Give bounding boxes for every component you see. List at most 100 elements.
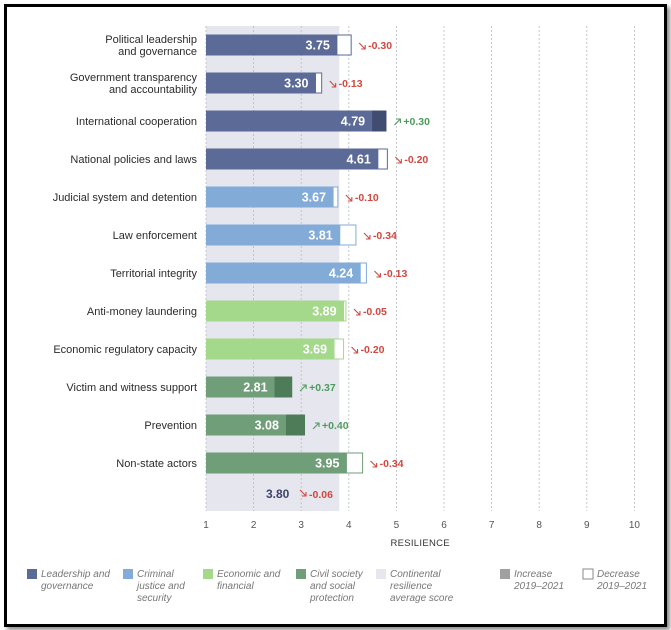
- down-arrow-icon-7: [353, 308, 361, 316]
- x-tick-3: 3: [298, 520, 304, 531]
- change-label-1: -0.13: [339, 78, 363, 90]
- x-tick-4: 4: [346, 520, 352, 531]
- category-label-11-0: Non-state actors: [116, 458, 197, 470]
- bar-8: [206, 338, 335, 360]
- category-label-6-0: Territorial integrity: [110, 268, 197, 280]
- legend-label-economic-0: Economic and: [217, 569, 281, 580]
- increase-segment-10: [285, 414, 306, 436]
- category-label-8-0: Economic regulatory capacity: [53, 344, 197, 356]
- down-arrow-icon-0: [358, 42, 366, 50]
- decrease-segment-6: [359, 262, 367, 284]
- bar-value-4: 3.67: [302, 191, 326, 205]
- legend-swatch-increase: [500, 569, 510, 579]
- category-label-7-0: Anti-money laundering: [87, 306, 197, 318]
- change-label-9: +0.37: [309, 382, 336, 394]
- bar-value-9: 2.81: [243, 381, 267, 395]
- bar-value-11: 3.95: [315, 457, 339, 471]
- category-label-5-0: Law enforcement: [113, 230, 197, 242]
- legend-label-criminal-2: security: [137, 593, 172, 604]
- legend-label-civil-0: Civil society: [310, 569, 364, 580]
- bar-value-5: 3.81: [308, 229, 332, 243]
- bar-value-0: 3.75: [306, 39, 330, 53]
- x-tick-10: 10: [629, 520, 641, 531]
- down-arrow-icon-8: [351, 346, 359, 354]
- x-tick-8: 8: [536, 520, 542, 531]
- legend-label-leadership-1: governance: [41, 581, 94, 592]
- bar-value-8: 3.69: [303, 343, 327, 357]
- legend-swatch-decrease: [582, 568, 594, 580]
- down-arrow-icon-5: [363, 232, 371, 240]
- legend-swatch-average: [376, 569, 386, 579]
- legend-swatch-leadership: [27, 569, 37, 579]
- x-axis-label: RESILIENCE: [390, 538, 450, 549]
- legend-label-increase-1: 2019–2021: [513, 581, 564, 592]
- down-arrow-icon-11: [370, 460, 378, 468]
- decrease-segment-0: [336, 34, 352, 56]
- category-label-1-0: Government transparency: [70, 72, 198, 84]
- decrease-segment-4: [332, 186, 339, 208]
- bar-value-7: 3.89: [312, 305, 336, 319]
- bar-5: [206, 224, 340, 246]
- change-label-4: -0.10: [355, 192, 379, 204]
- legend-label-average-1: resilience: [390, 581, 433, 592]
- decrease-segment-8: [333, 338, 345, 360]
- legend-swatch-economic: [203, 569, 213, 579]
- decrease-segment-5: [339, 224, 357, 246]
- legend-swatch-criminal: [123, 569, 133, 579]
- down-arrow-icon-3: [394, 156, 402, 164]
- change-label-0: -0.30: [368, 40, 392, 52]
- average-down-arrow-icon: [299, 489, 307, 497]
- increase-segment-9: [274, 376, 293, 398]
- bar-value-2: 4.79: [341, 115, 365, 129]
- continental-average-value: 3.80: [266, 487, 290, 501]
- legend-label-decrease-0: Decrease: [597, 569, 640, 580]
- up-arrow-icon-9: [299, 384, 307, 392]
- legend-label-decrease-1: 2019–2021: [596, 581, 647, 592]
- legend-label-civil-2: protection: [309, 593, 354, 604]
- change-label-6: -0.13: [383, 268, 407, 280]
- bar-1: [206, 72, 316, 94]
- bar-6: [206, 262, 361, 284]
- category-label-4-0: Judicial system and detention: [53, 192, 197, 204]
- x-tick-5: 5: [394, 520, 400, 531]
- x-tick-9: 9: [584, 520, 590, 531]
- legend-label-criminal-0: Criminal: [137, 569, 174, 580]
- bar-7: [206, 300, 344, 322]
- x-tick-7: 7: [489, 520, 495, 531]
- decrease-segment-1: [314, 72, 323, 94]
- legend-label-civil-1: and social: [310, 581, 356, 592]
- legend-label-average-0: Continental: [390, 569, 441, 580]
- legend-label-economic-1: financial: [217, 581, 254, 592]
- legend-label-criminal-1: justice and: [135, 581, 185, 592]
- x-tick-6: 6: [441, 520, 447, 531]
- change-label-10: +0.40: [322, 420, 349, 432]
- legend-label-increase-0: Increase: [514, 569, 553, 580]
- change-label-2: +0.30: [403, 116, 430, 128]
- bar-3: [206, 148, 378, 170]
- bar-11: [206, 452, 347, 474]
- category-label-2-0: International cooperation: [76, 116, 197, 128]
- bar-0: [206, 34, 337, 56]
- x-tick-2: 2: [251, 520, 257, 531]
- change-label-7: -0.05: [363, 306, 387, 318]
- down-arrow-icon-4: [345, 194, 353, 202]
- down-arrow-icon-6: [374, 270, 381, 278]
- decrease-segment-3: [377, 148, 388, 170]
- bar-9: [206, 376, 293, 398]
- change-label-8: -0.20: [361, 344, 385, 356]
- up-arrow-icon-2: [394, 118, 401, 126]
- bar-4: [206, 186, 334, 208]
- decrease-segment-7: [343, 300, 347, 322]
- legend-label-leadership-0: Leadership and: [41, 569, 110, 580]
- continental-average-change: -0.06: [309, 489, 333, 501]
- up-arrow-icon-10: [312, 422, 320, 430]
- legend-swatch-civil: [296, 569, 306, 579]
- bar-10: [206, 414, 306, 436]
- category-label-0-1: and governance: [118, 46, 197, 58]
- change-label-11: -0.34: [380, 458, 404, 470]
- x-tick-1: 1: [203, 520, 209, 531]
- bar-value-3: 4.61: [346, 153, 370, 167]
- category-label-1-1: and accountability: [109, 84, 198, 96]
- legend-label-average-2: average score: [390, 593, 454, 604]
